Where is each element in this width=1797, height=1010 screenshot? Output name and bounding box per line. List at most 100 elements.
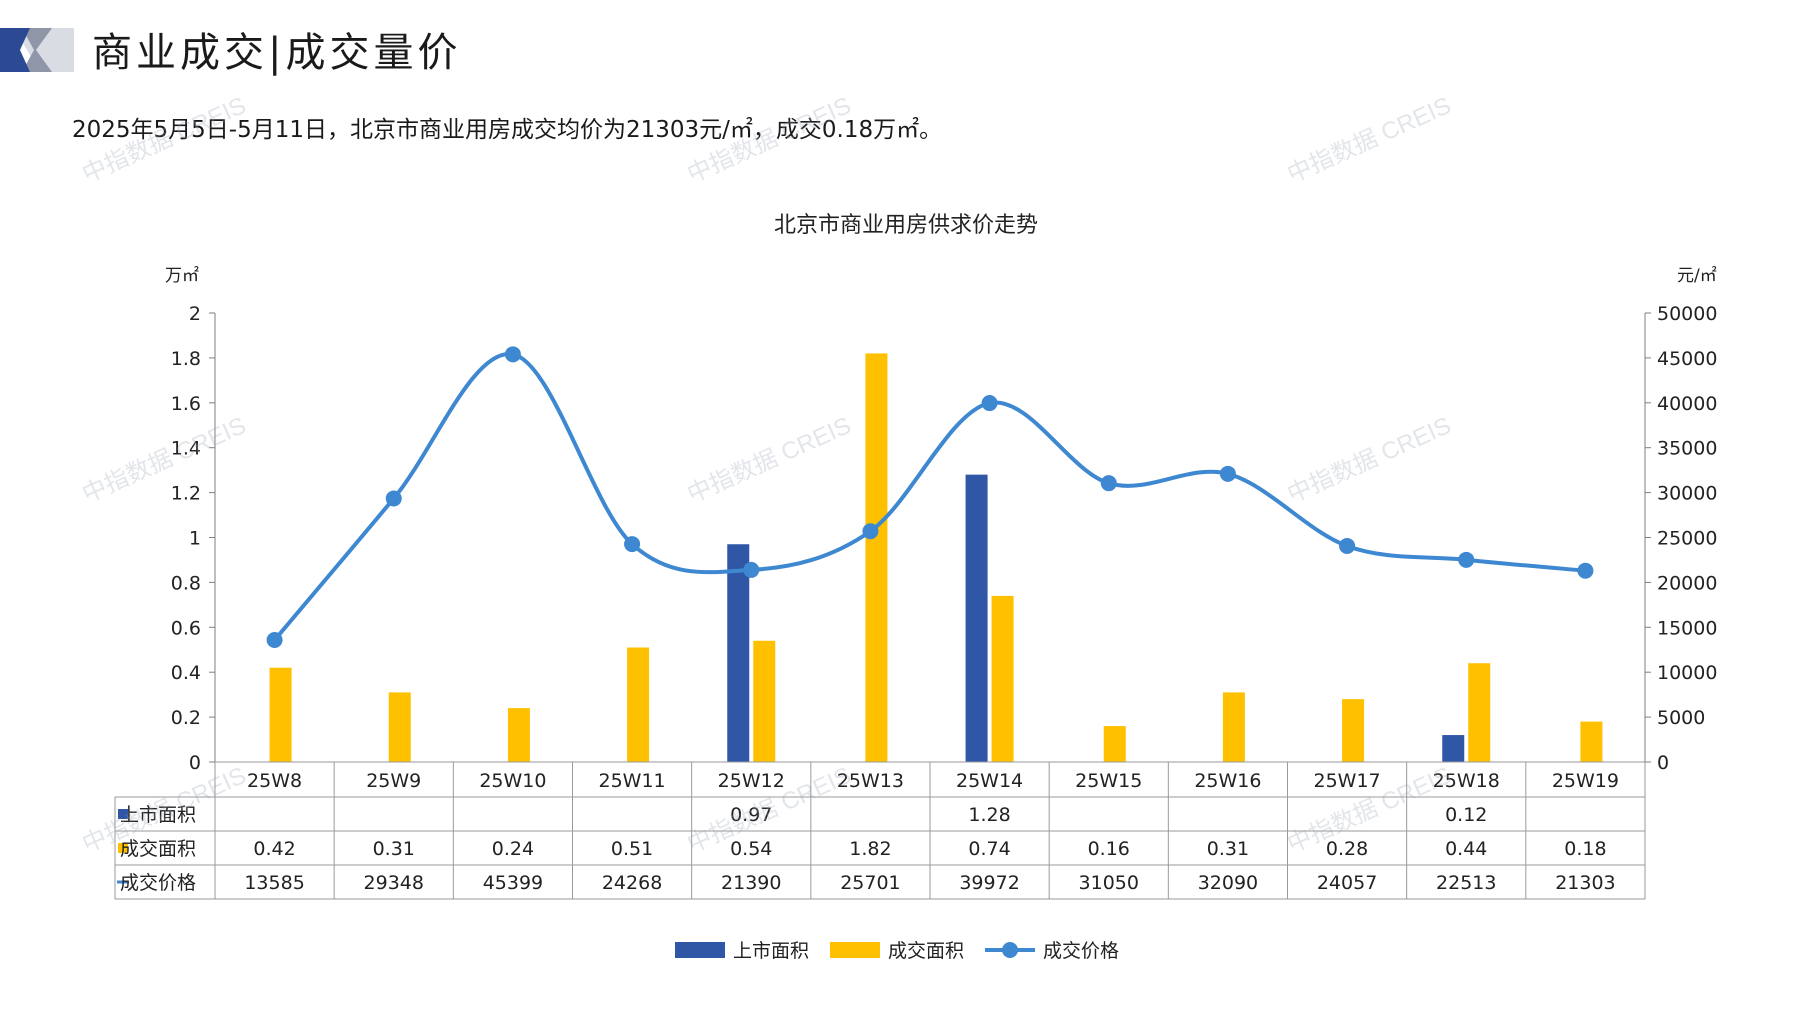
- legend-key-price-marker: [1002, 942, 1018, 958]
- table-legend-key: [118, 809, 128, 819]
- legend-key-supply: [675, 942, 725, 958]
- table-row-header: 成交面积: [120, 838, 196, 860]
- price-point: [385, 490, 402, 507]
- legend-label-supply: 上市面积: [733, 940, 809, 962]
- price-line: [273, 352, 1586, 642]
- table-cell: 21303: [1555, 872, 1615, 894]
- price-point: [504, 346, 521, 363]
- price-point: [266, 632, 283, 649]
- page-title: 商业成交|成交量价: [92, 30, 462, 76]
- table-cell: 0.54: [730, 838, 772, 860]
- x-category-label: 25W13: [837, 770, 904, 792]
- table-cell: 32090: [1198, 872, 1258, 894]
- table-cell: 24057: [1317, 872, 1377, 894]
- page-header: 商业成交|成交量价: [0, 0, 1797, 100]
- table-cell: 13585: [244, 872, 304, 894]
- x-category-label: 25W18: [1433, 770, 1500, 792]
- bar-transaction-area: [507, 708, 530, 762]
- bar-transaction-area: [991, 595, 1014, 762]
- table-cell: 0.44: [1445, 838, 1487, 860]
- bar-transaction-area: [1222, 692, 1245, 762]
- bar-transaction-area: [269, 667, 292, 762]
- y-right-tick-label: 0: [1657, 752, 1669, 774]
- y-right-tick-label: 15000: [1657, 617, 1717, 639]
- table-cell: 0.28: [1326, 838, 1368, 860]
- bar-transaction-area: [1580, 721, 1603, 762]
- table-cell: 22513: [1436, 872, 1496, 894]
- y-right-tick-label: 45000: [1657, 348, 1717, 370]
- price-point: [981, 395, 998, 412]
- bar-transaction-area: [627, 647, 650, 762]
- summary-text: 2025年5月5日-5月11日，北京市商业用房成交均价为21303元/㎡，成交0…: [72, 117, 943, 143]
- y-right-tick-label: 25000: [1657, 528, 1717, 550]
- bar-transaction-area: [753, 640, 776, 762]
- x-category-label: 25W9: [366, 770, 421, 792]
- y-left-unit: 万㎡: [165, 266, 199, 286]
- y-left-tick-label: 0.2: [171, 707, 201, 729]
- x-category-label: 25W14: [956, 770, 1023, 792]
- y-right-tick-label: 50000: [1657, 303, 1717, 325]
- bar-supply: [1442, 735, 1465, 762]
- table-row-header: 成交价格: [120, 872, 196, 894]
- price-point: [743, 561, 760, 578]
- table-cell: 45399: [483, 872, 543, 894]
- y-left-tick-label: 0.6: [171, 617, 201, 639]
- table-cell: 24268: [602, 872, 662, 894]
- price-point: [1458, 551, 1475, 568]
- price-point: [624, 536, 641, 553]
- bar-transaction-area: [1468, 663, 1491, 762]
- x-category-label: 25W12: [718, 770, 785, 792]
- table-cell: 0.31: [1207, 838, 1249, 860]
- chart-title: 北京市商业用房供求价走势: [774, 213, 1038, 238]
- y-right-tick-label: 10000: [1657, 662, 1717, 684]
- header-decoration-icon: [0, 28, 74, 72]
- y-right-tick-label: 20000: [1657, 572, 1717, 594]
- x-category-label: 25W17: [1314, 770, 1381, 792]
- x-category-label: 25W10: [479, 770, 546, 792]
- bar-supply: [965, 474, 988, 762]
- y-right-unit: 元/㎡: [1677, 266, 1717, 286]
- table-cell: 1.82: [849, 838, 891, 860]
- table-cell: 0.24: [492, 838, 534, 860]
- y-left-tick-label: 0: [189, 752, 201, 774]
- bar-transaction-area: [865, 353, 888, 762]
- table-cell: 0.12: [1445, 804, 1487, 826]
- y-left-tick-label: 1.8: [171, 348, 201, 370]
- price-point: [1577, 562, 1594, 579]
- price-point: [1219, 465, 1236, 482]
- legend-label-price: 成交价格: [1043, 940, 1119, 962]
- legend-label-transaction-area: 成交面积: [888, 940, 964, 962]
- price-point: [1339, 537, 1356, 554]
- y-left-tick-label: 2: [189, 303, 201, 325]
- price-point: [862, 523, 879, 540]
- y-right-tick-label: 5000: [1657, 707, 1705, 729]
- table-cell: 0.97: [730, 804, 772, 826]
- y-left-tick-label: 0.8: [171, 572, 201, 594]
- x-category-label: 25W19: [1552, 770, 1619, 792]
- table-cell: 29348: [364, 872, 424, 894]
- x-category-label: 25W15: [1075, 770, 1142, 792]
- y-left-tick-label: 1.2: [171, 483, 201, 505]
- table-cell: 0.74: [968, 838, 1010, 860]
- bar-transaction-area: [1342, 699, 1365, 762]
- table-cell: 1.28: [968, 804, 1010, 826]
- table-legend-key: [118, 843, 128, 853]
- table-row-header: 上市面积: [120, 804, 196, 826]
- table-cell: 31050: [1079, 872, 1139, 894]
- table-cell: 25701: [840, 872, 900, 894]
- table-cell: 0.16: [1088, 838, 1130, 860]
- price-point: [1100, 475, 1117, 492]
- table-cell: 0.18: [1564, 838, 1606, 860]
- bar-supply: [727, 544, 750, 762]
- y-left-tick-label: 1.4: [171, 438, 201, 460]
- bar-transaction-area: [1103, 726, 1126, 762]
- y-right-tick-label: 35000: [1657, 438, 1717, 460]
- x-category-label: 25W8: [247, 770, 302, 792]
- y-left-tick-label: 0.4: [171, 662, 201, 684]
- table-cell: 0.51: [611, 838, 653, 860]
- table-cell: 21390: [721, 872, 781, 894]
- y-right-tick-label: 40000: [1657, 393, 1717, 415]
- y-left-tick-label: 1.6: [171, 393, 201, 415]
- bar-transaction-area: [388, 692, 411, 762]
